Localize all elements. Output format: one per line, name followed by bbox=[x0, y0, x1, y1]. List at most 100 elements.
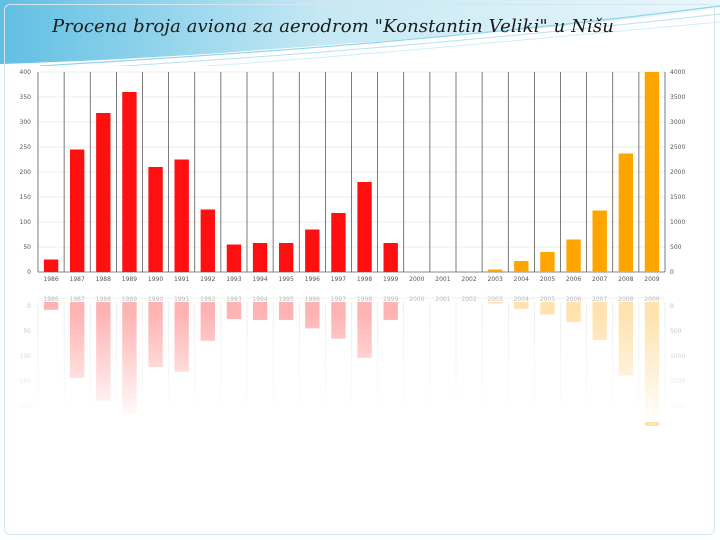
bar-1990 bbox=[148, 167, 163, 272]
reflection-x-tick-label: 2003 bbox=[488, 296, 503, 303]
bar-2009 bbox=[644, 72, 660, 272]
bar-reflection-2005 bbox=[540, 302, 555, 315]
y-tick-label-left: 150 bbox=[20, 194, 32, 201]
reflection-x-tick-label: 1997 bbox=[331, 296, 346, 303]
x-tick-label: 1993 bbox=[226, 276, 241, 283]
x-tick-label: 2000 bbox=[409, 276, 424, 283]
bar-1992 bbox=[200, 209, 215, 272]
reflection-x-tick-label: 2009 bbox=[644, 296, 659, 303]
x-tick-label: 1994 bbox=[252, 276, 267, 283]
x-tick-label: 1998 bbox=[357, 276, 372, 283]
reflection-x-tick-label: 1989 bbox=[122, 296, 137, 303]
bar-reflection-1986 bbox=[43, 302, 59, 310]
y-tick-label-left: 400 bbox=[20, 69, 32, 76]
reflection-x-tick-label: 2005 bbox=[540, 296, 555, 303]
bar-1996 bbox=[305, 229, 320, 272]
bar-2006 bbox=[566, 239, 581, 272]
bar-2004 bbox=[514, 261, 529, 272]
x-tick-label: 1990 bbox=[148, 276, 163, 283]
slide-title: Procena broja aviona za aerodrom "Konsta… bbox=[52, 16, 614, 37]
reflection-x-tick-label: 1991 bbox=[174, 296, 189, 303]
x-tick-label: 2006 bbox=[566, 276, 581, 283]
x-tick-label: 1992 bbox=[200, 276, 215, 283]
reflection-x-tick-label: 1993 bbox=[226, 296, 241, 303]
reflection-x-tick-label: 1994 bbox=[252, 296, 267, 303]
y-tick-label-right: 2000 bbox=[670, 169, 685, 176]
y-tick-label-left: 50 bbox=[23, 244, 31, 251]
bar-reflection-2003 bbox=[488, 302, 503, 304]
bar-1999 bbox=[383, 243, 398, 272]
reflection-x-tick-label: 1998 bbox=[357, 296, 372, 303]
y-tick-label-right: 3500 bbox=[670, 94, 685, 101]
reflection-x-tick-label: 1990 bbox=[148, 296, 163, 303]
bar-1994 bbox=[252, 243, 268, 272]
bar-reflection-2004 bbox=[514, 302, 529, 309]
bar-1997 bbox=[331, 213, 346, 272]
x-tick-label: 1989 bbox=[122, 276, 137, 283]
bar-1991 bbox=[174, 159, 189, 272]
y-tick-label-left: 250 bbox=[20, 144, 32, 151]
bar-2005 bbox=[540, 252, 555, 272]
y-tick-label-left: 200 bbox=[20, 169, 32, 176]
reflection-x-tick-label: 1986 bbox=[43, 296, 58, 303]
decorative-wave-band bbox=[0, 0, 720, 75]
reflection-x-tick-label: 2008 bbox=[618, 296, 633, 303]
y-tick-label-right: 500 bbox=[670, 244, 682, 251]
y-tick-label-right: 1000 bbox=[670, 219, 685, 226]
bar-1993 bbox=[226, 244, 242, 272]
x-tick-label: 2007 bbox=[592, 276, 607, 283]
x-tick-label: 1999 bbox=[383, 276, 398, 283]
reflection-x-tick-label: 1992 bbox=[200, 296, 215, 303]
reflection-fade bbox=[8, 312, 695, 422]
x-tick-label: 1991 bbox=[174, 276, 189, 283]
bar-1986 bbox=[43, 259, 59, 272]
y-tick-label-left: 0 bbox=[27, 269, 31, 276]
bar-1995 bbox=[279, 243, 294, 272]
reflection-y-tick-label-left: 0 bbox=[27, 303, 31, 310]
reflection-x-tick-label: 2007 bbox=[592, 296, 607, 303]
x-tick-label: 2008 bbox=[618, 276, 633, 283]
x-tick-label: 2003 bbox=[488, 276, 503, 283]
y-tick-label-left: 100 bbox=[20, 219, 32, 226]
x-tick-label: 2002 bbox=[461, 276, 476, 283]
bar-1989 bbox=[122, 92, 137, 272]
bar-1988 bbox=[96, 113, 111, 272]
x-tick-label: 2004 bbox=[514, 276, 529, 283]
slide-frame bbox=[4, 4, 715, 535]
reflection-x-tick-label: 1995 bbox=[279, 296, 294, 303]
x-tick-label: 2005 bbox=[540, 276, 555, 283]
reflection-x-tick-label: 2001 bbox=[435, 296, 450, 303]
plot-background bbox=[16, 66, 689, 288]
x-tick-label: 1997 bbox=[331, 276, 346, 283]
bar-1987 bbox=[70, 149, 85, 272]
reflection-x-tick-label: 1999 bbox=[383, 296, 398, 303]
x-tick-label: 1986 bbox=[43, 276, 58, 283]
y-tick-label-right: 2500 bbox=[670, 144, 685, 151]
x-tick-label: 2001 bbox=[435, 276, 450, 283]
reflection-x-tick-label: 2006 bbox=[566, 296, 581, 303]
y-tick-label-right: 4000 bbox=[670, 69, 685, 76]
x-tick-label: 2009 bbox=[644, 276, 659, 283]
reflection-x-tick-label: 2004 bbox=[514, 296, 529, 303]
bar-2007 bbox=[592, 210, 607, 272]
bar-1998 bbox=[357, 182, 372, 272]
x-tick-label: 1987 bbox=[70, 276, 85, 283]
x-tick-label: 1988 bbox=[96, 276, 111, 283]
reflection-x-tick-label: 1996 bbox=[305, 296, 320, 303]
reflection-x-tick-label: 1987 bbox=[70, 296, 85, 303]
y-tick-label-right: 0 bbox=[670, 269, 674, 276]
y-tick-label-right: 3000 bbox=[670, 119, 685, 126]
y-tick-label-right: 1500 bbox=[670, 194, 685, 201]
x-tick-label: 1996 bbox=[305, 276, 320, 283]
bar-2008 bbox=[618, 153, 633, 272]
reflection-x-tick-label: 2002 bbox=[461, 296, 476, 303]
y-tick-label-left: 350 bbox=[20, 94, 32, 101]
reflection-y-tick-label-right: 0 bbox=[670, 303, 674, 310]
reflection-x-tick-label: 2000 bbox=[409, 296, 424, 303]
bar-2003 bbox=[488, 269, 503, 272]
y-tick-label-left: 300 bbox=[20, 119, 32, 126]
x-tick-label: 1995 bbox=[279, 276, 294, 283]
reflection-x-tick-label: 1988 bbox=[96, 296, 111, 303]
